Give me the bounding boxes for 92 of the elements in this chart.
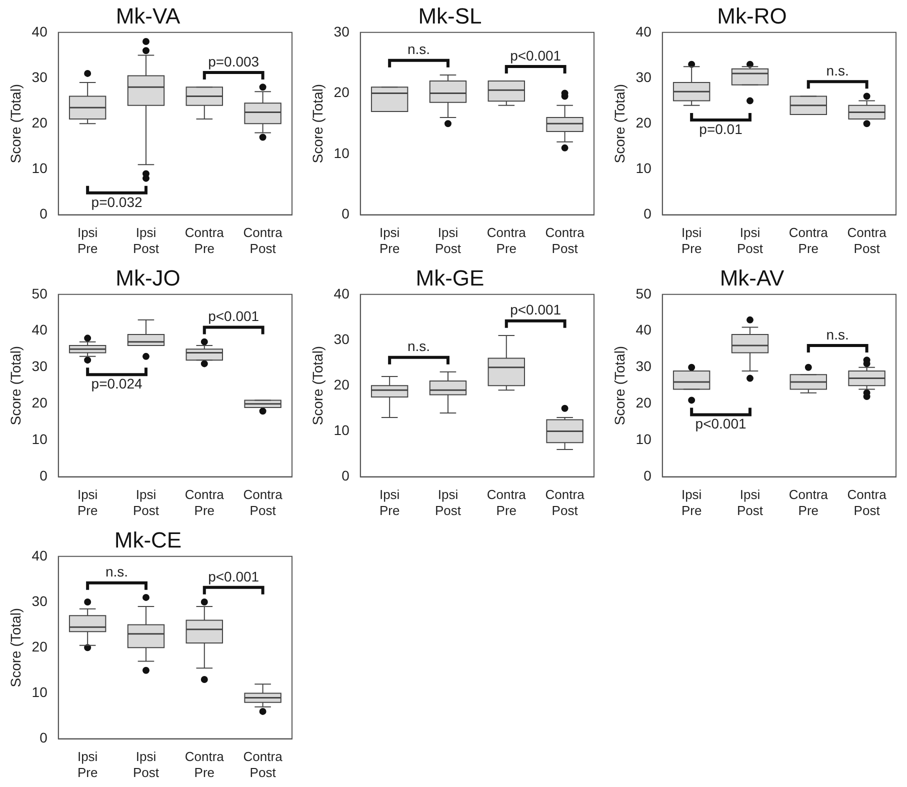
y-tick-label: 40 [32,547,48,564]
x-tick-label: Ipsi Pre [77,749,98,780]
annotation: n.s. [105,564,128,580]
x-tick-label: Contra Pre [486,487,527,518]
x-tick-label: Contra Post [545,225,586,256]
x-tick-label: Contra Post [243,749,284,780]
y-tick-label: 30 [32,592,48,609]
y-tick-label: 40 [636,322,652,338]
y-tick-label: 10 [32,160,48,176]
y-axis-title: Score (Total) [7,608,24,688]
y-tick-label: 20 [636,394,652,411]
y-tick-label: 20 [32,394,48,411]
x-tick-label: Contra Pre [486,225,527,256]
x-tick-label: Ipsi Post [434,487,462,518]
x-tick-label: Contra Pre [184,749,225,780]
x-tick-label: Contra Post [847,225,888,256]
x-tick-label: Ipsi Pre [379,225,400,256]
y-axis-title: Score (Total) [611,346,628,426]
x-tick-label: Ipsi Pre [681,487,702,518]
y-tick-label: 30 [32,358,48,374]
y-axis-title: Score (Total) [309,84,326,164]
x-tick-label: Contra Pre [788,225,829,256]
annotation: p<0.001 [510,302,562,318]
y-tick-label: 0 [40,206,48,222]
annotation: n.s. [826,326,849,342]
y-tick-label: 20 [32,638,48,654]
y-tick-label: 20 [636,114,652,130]
annotation: p=0.024 [91,376,142,392]
y-tick-label: 40 [334,285,350,302]
y-tick-label: 10 [334,422,350,438]
annotation: p<0.001 [208,568,260,584]
x-tick-label: Contra Post [243,225,284,256]
y-tick-label: 10 [32,684,48,700]
x-tick-label: Ipsi Post [132,225,160,256]
y-tick-label: 20 [334,376,350,392]
x-tick-label: Ipsi Post [736,225,764,256]
y-tick-label: 40 [32,23,48,40]
annotation: n.s. [407,338,430,354]
y-tick-label: 30 [32,68,48,85]
y-tick-label: 0 [644,206,652,222]
y-tick-label: 20 [32,114,48,130]
y-tick-label: 30 [636,68,652,85]
y-tick-label: 30 [334,330,350,347]
y-tick-label: 50 [32,285,48,302]
x-tick-label: Ipsi Pre [77,225,98,256]
x-tick-label: Ipsi Post [434,225,462,256]
chart-title: Mk-CE [114,527,182,552]
x-tick-label: Contra Post [243,487,284,518]
annotation: p<0.001 [510,47,562,64]
y-tick-label: 10 [32,431,48,448]
y-axis-title: Score (Total) [7,84,24,164]
chart-title: Mk-SL [418,3,482,28]
y-tick-label: 0 [644,468,652,484]
y-tick-label: 20 [334,84,350,100]
y-tick-label: 10 [636,160,652,176]
annotation: p=0.032 [91,194,142,210]
chart-title: Mk-VA [116,3,181,28]
x-tick-label: Ipsi Pre [77,487,98,518]
x-tick-label: Ipsi Post [132,487,160,518]
annotation: n.s. [407,41,430,58]
x-tick-label: Contra Pre [184,225,225,256]
y-tick-label: 40 [636,23,652,40]
x-tick-label: Ipsi Post [736,487,764,518]
y-axis-title: Score (Total) [309,346,326,426]
x-tick-label: Ipsi Pre [379,487,400,518]
chart-title: Mk-GE [416,265,484,290]
y-axis-title: Score (Total) [7,346,24,426]
y-tick-label: 0 [342,468,350,484]
annotation: p<0.001 [695,416,746,432]
chart-title: Mk-AV [720,265,785,290]
y-tick-label: 10 [636,431,652,448]
chart-title: Mk-RO [717,3,787,28]
annotation: p=0.003 [208,53,260,70]
y-tick-label: 0 [40,730,48,746]
y-tick-label: 50 [636,285,652,302]
y-tick-label: 0 [342,206,350,222]
x-tick-label: Contra Pre [788,487,829,518]
y-tick-label: 30 [334,23,350,40]
annotation: p=0.01 [699,120,743,137]
y-tick-label: 10 [334,144,350,161]
annotation: n.s. [826,62,849,79]
y-tick-label: 0 [40,468,48,484]
x-tick-label: Contra Post [545,487,586,518]
y-tick-label: 30 [636,358,652,374]
y-axis-title: Score (Total) [611,84,628,164]
annotation: p<0.001 [208,308,260,324]
x-tick-label: Ipsi Pre [681,225,702,256]
x-tick-label: Contra Pre [184,487,225,518]
x-tick-label: Ipsi Post [132,749,160,780]
y-tick-label: 40 [32,322,48,338]
chart-title: Mk-JO [116,265,180,290]
x-tick-label: Contra Post [847,487,888,518]
